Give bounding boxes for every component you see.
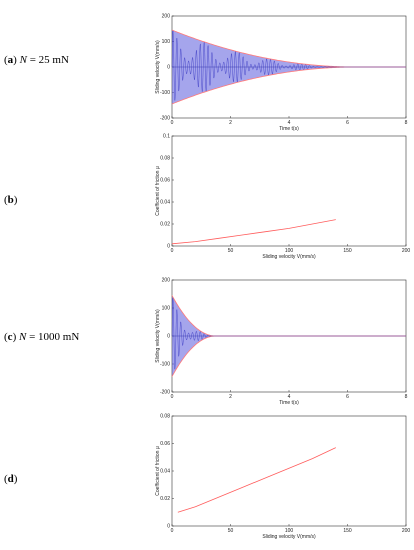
y-tick-label: 0 [167,334,170,340]
y-tick-label: 0.04 [160,200,170,206]
x-tick-label: 2 [229,394,232,400]
x-tick-label: 6 [346,394,349,400]
y-axis-title: Sliding velocity V(mm/s) [155,309,161,363]
x-tick-label: 0 [171,394,174,400]
y-tick-label: 0 [167,524,170,530]
y-tick-label: 100 [162,39,171,45]
chart-b: 0 50 100 150 200 0 0.02 0.04 0.06 0.08 0.1 Sliding … [155,134,410,260]
x-tick-label: 2 [229,120,232,126]
x-tick-label: 0 [171,120,174,126]
y-tick-label: 0.08 [160,414,170,420]
x-tick-label: 8 [405,394,408,400]
panel-label-c: (c) N = 1000 mN [4,331,80,343]
y-axis-title: Coefficient of friction μ [155,446,161,496]
panel-label-b: (b) [4,194,18,206]
x-tick-label: 150 [343,528,352,534]
y-tick-label: 0.04 [160,469,170,475]
x-tick-label: 0 [171,248,174,254]
y-axis-title: Sliding velocity V(mm/s) [155,40,161,94]
y-tick-label: 0.02 [160,222,170,228]
x-tick-label: 200 [402,248,411,254]
x-tick-label: 6 [346,120,349,126]
y-tick-label: 0.06 [160,441,170,447]
x-tick-label: 50 [228,248,234,254]
panel-label-a: (a) N = 25 mN [4,54,69,66]
friction-line [171,219,336,245]
chart-d: 0 50 100 150 200 0 0.02 0.04 0.06 0.08 Sliding vel… [155,414,410,540]
x-tick-label: 4 [288,120,291,126]
x-tick-label: 4 [288,394,291,400]
y-tick-label: 0.08 [160,156,170,162]
y-tick-label: -200 [160,116,170,122]
chart-a: 0 2 4 6 8 -200 -100 0 100 200 Time t(s) Sliding vel… [155,14,408,132]
x-axis-title: Sliding velocity V(mm/s) [262,534,316,540]
y-tick-label: 200 [162,278,171,284]
y-tick-label: 0.1 [163,134,170,140]
x-axis-title: Sliding velocity V(mm/s) [262,254,316,260]
x-tick-label: 0 [171,528,174,534]
x-tick-label: 150 [343,248,352,254]
x-tick-label: 8 [405,120,408,126]
y-tick-label: 0.02 [160,496,170,502]
y-tick-label: -200 [160,390,170,396]
x-axis-title: Time t(s) [279,400,299,406]
y-tick-label: 0 [167,65,170,71]
friction-line [177,447,336,513]
y-tick-label: -100 [160,90,170,96]
y-tick-label: 0 [167,244,170,250]
y-tick-label: 0.06 [160,178,170,184]
chart-c: 0 2 4 6 8 -200 -100 0 100 200 Time t(s) Sliding vel… [155,278,408,406]
plot-frame [171,135,407,247]
y-tick-label: 100 [162,306,171,312]
x-tick-label: 100 [285,248,294,254]
x-tick-label: 200 [402,528,411,534]
x-tick-label: 100 [285,528,294,534]
y-axis-title: Coefficient of friction μ [155,166,161,216]
y-tick-label: 200 [162,14,171,20]
x-axis-title: Time t(s) [279,126,299,132]
plot-frame [171,415,407,527]
y-tick-label: -100 [160,362,170,368]
panel-label-d: (d) [4,473,18,485]
x-tick-label: 50 [228,528,234,534]
